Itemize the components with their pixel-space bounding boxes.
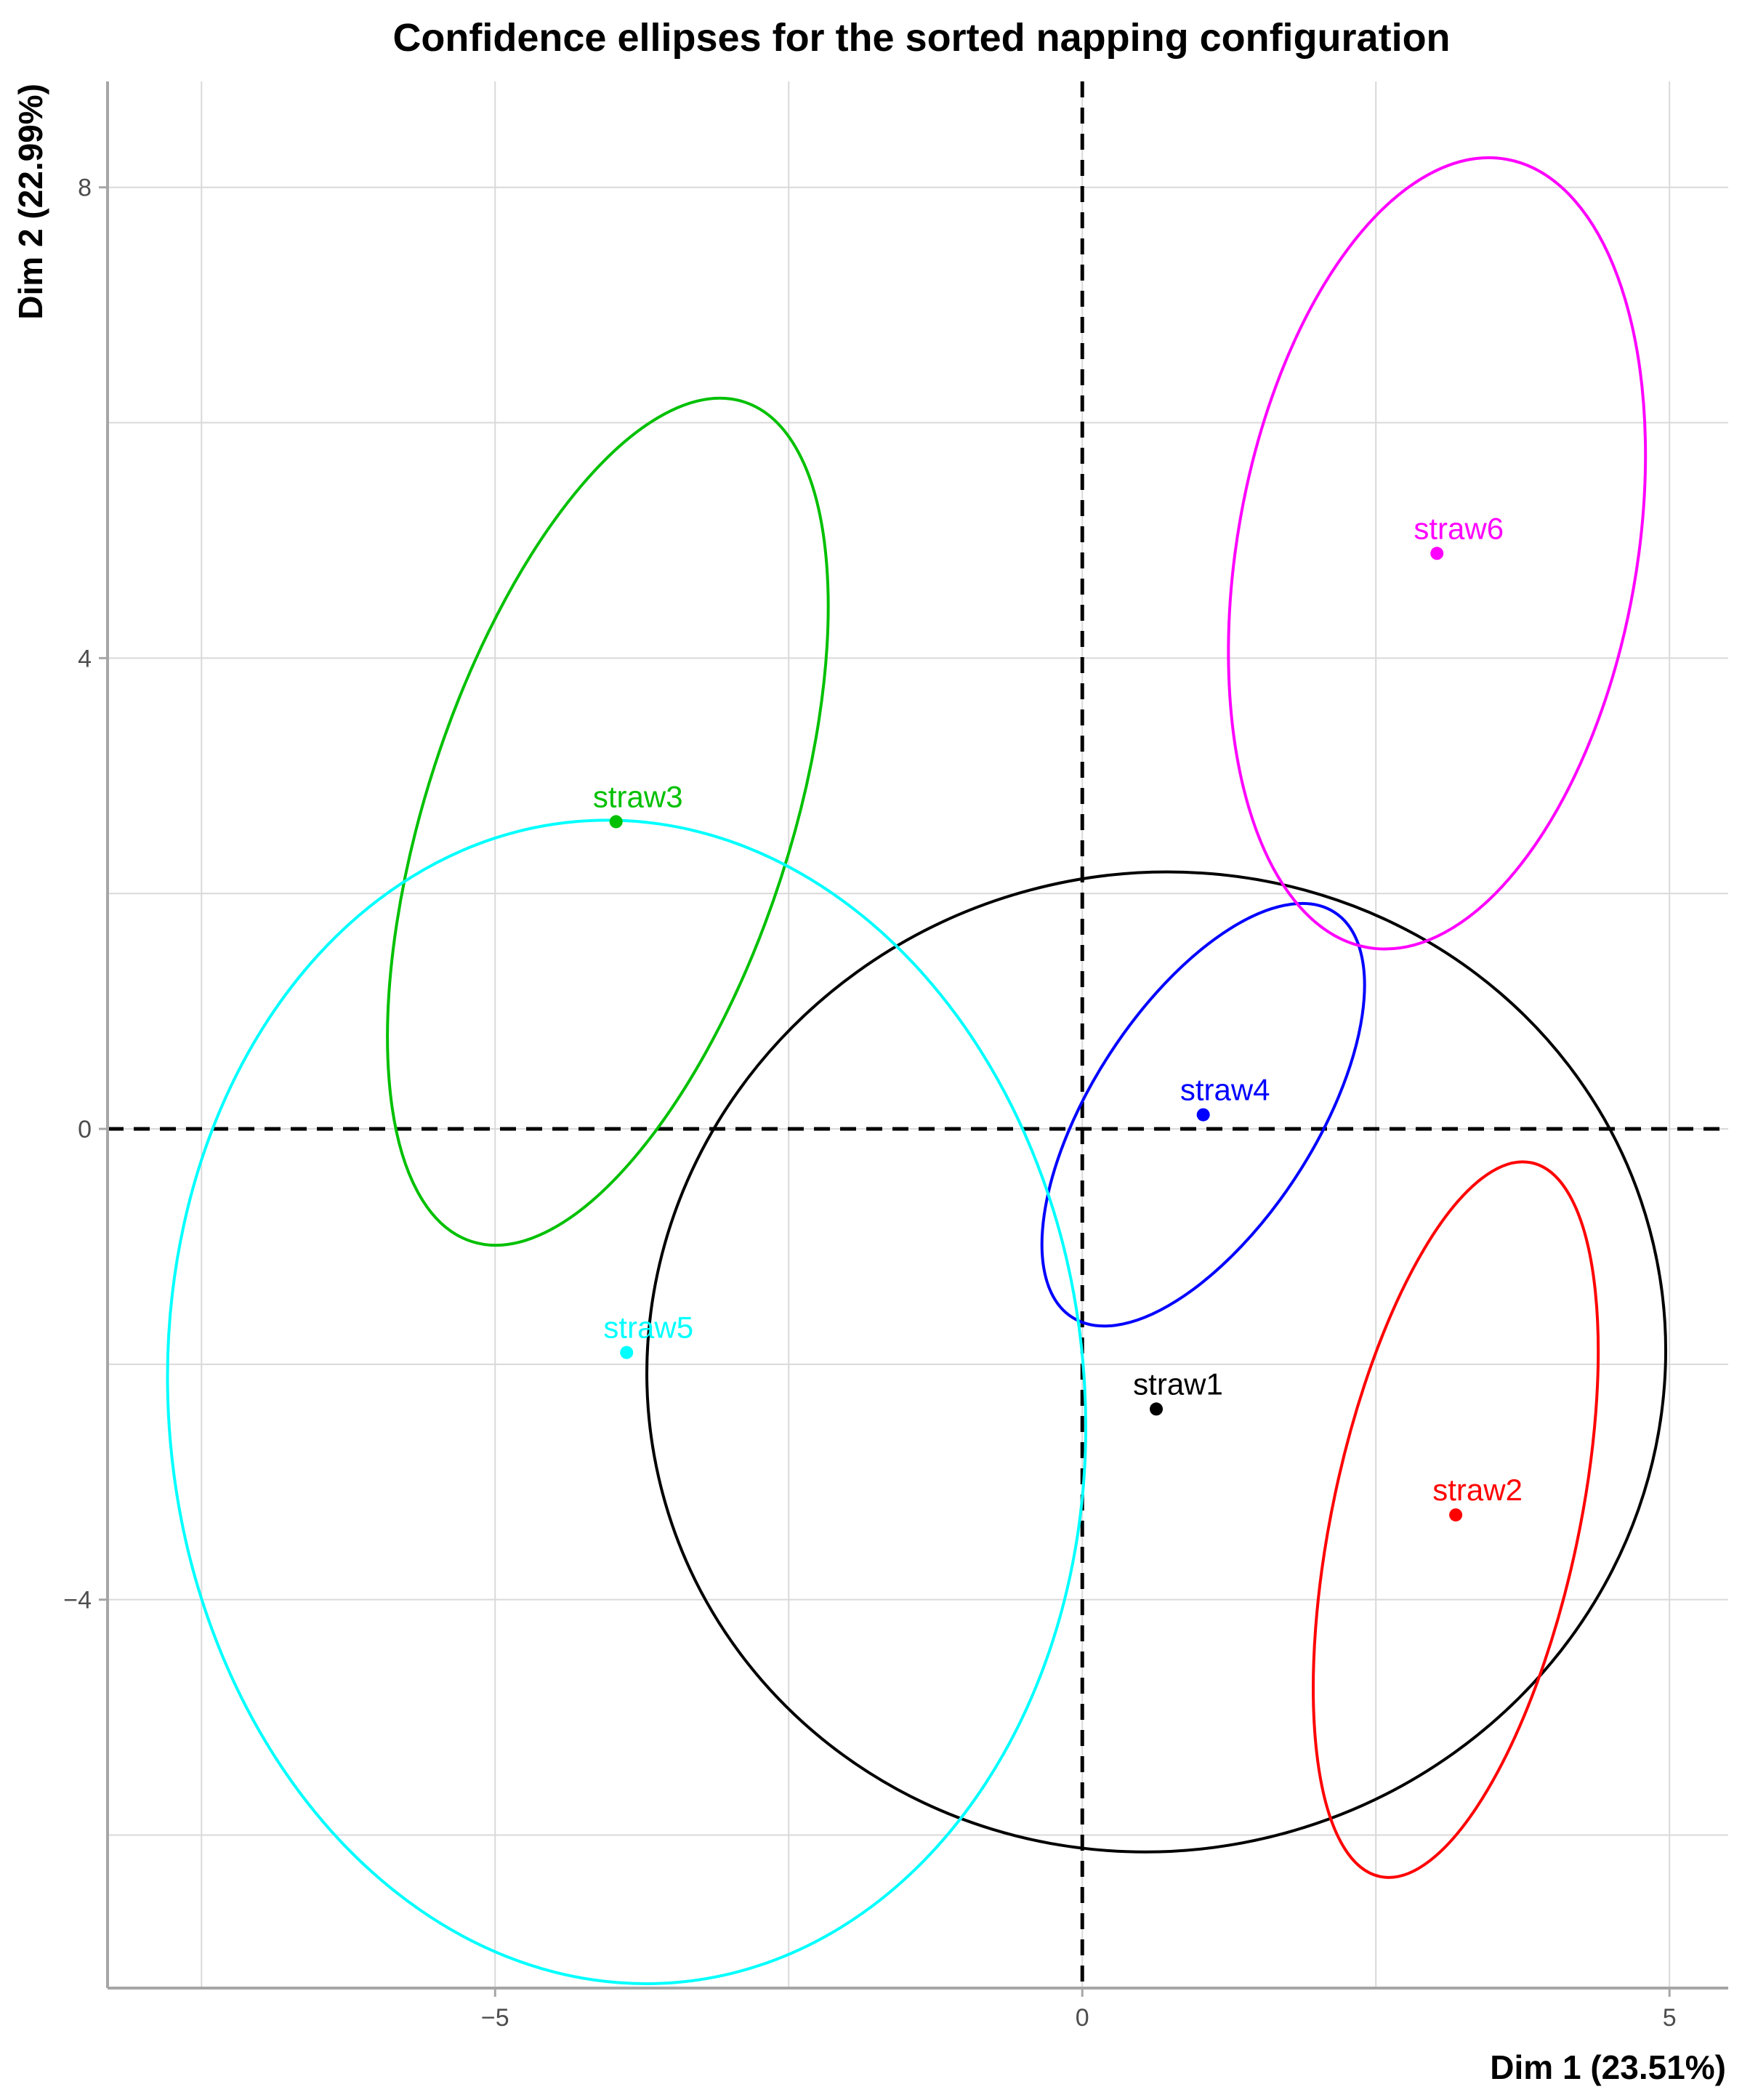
- confidence-ellipses: [166, 156, 1667, 1985]
- label-straw4: straw4: [1180, 1073, 1270, 1107]
- point-straw2: [1449, 1508, 1463, 1522]
- point-straw1: [1150, 1402, 1164, 1416]
- point-labels: straw1 straw2 straw3 straw4 straw5 straw6: [593, 511, 1523, 1507]
- ellipse-straw6: [1227, 156, 1648, 951]
- grid: [108, 81, 1728, 1988]
- ellipse-straw3: [386, 396, 830, 1247]
- ellipse-straw1: [645, 870, 1667, 1854]
- x-tick-label: 0: [1076, 2004, 1089, 2032]
- x-tick-label: 5: [1663, 2004, 1677, 2032]
- y-tick-label: 4: [78, 645, 92, 672]
- y-axis-title: Dim 2 (22.99%): [12, 84, 49, 320]
- label-straw5: straw5: [603, 1311, 693, 1345]
- chart-title: Confidence ellipses for the sorted nappi…: [392, 16, 1450, 60]
- point-straw4: [1196, 1108, 1210, 1122]
- ellipse-straw2: [1312, 1160, 1600, 1879]
- point-straw6: [1430, 547, 1444, 560]
- reference-lines: [108, 81, 1728, 1988]
- ellipse-straw4: [1040, 901, 1366, 1328]
- ellipse-straw5: [166, 818, 1087, 1985]
- label-straw6: straw6: [1414, 511, 1504, 545]
- y-tick-label: 8: [78, 174, 92, 202]
- y-tick-label: −4: [63, 1587, 92, 1614]
- label-straw2: straw2: [1432, 1473, 1523, 1507]
- data-points: [609, 547, 1463, 1522]
- label-straw1: straw1: [1133, 1367, 1223, 1401]
- x-axis-title: Dim 1 (23.51%): [1490, 2048, 1726, 2086]
- axes: −5 0 5 −4 0 4 8: [63, 81, 1728, 2032]
- label-straw3: straw3: [593, 779, 683, 813]
- point-straw5: [620, 1345, 634, 1359]
- x-tick-label: −5: [481, 2004, 509, 2032]
- y-tick-label: 0: [78, 1116, 92, 1143]
- point-straw3: [609, 815, 623, 829]
